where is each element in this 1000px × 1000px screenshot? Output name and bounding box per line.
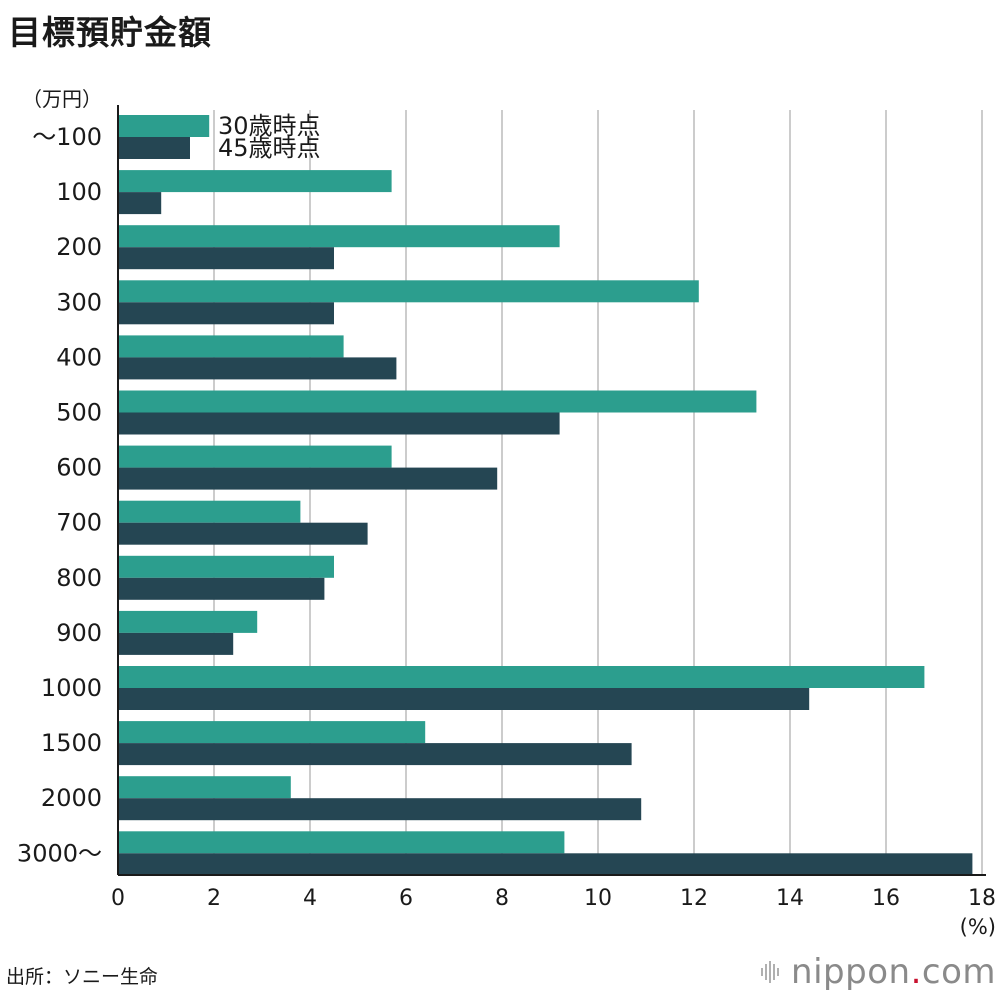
nippon-logo: nippon. com	[761, 952, 996, 992]
brand-name: nippon	[791, 952, 911, 992]
y-unit-label: （万円）	[22, 87, 102, 111]
bar	[118, 445, 392, 468]
bar	[118, 721, 426, 744]
bar	[118, 467, 498, 490]
bar	[118, 170, 392, 193]
bar	[118, 247, 334, 270]
bar	[118, 522, 368, 545]
category-label: 700	[56, 509, 102, 537]
x-unit-label: (%)	[960, 915, 996, 939]
category-label: 1000	[41, 674, 102, 702]
category-label: 2000	[41, 784, 102, 812]
bar	[118, 776, 291, 799]
category-label: 100	[56, 178, 102, 206]
legend-label: 30歳時点	[218, 112, 321, 140]
bar	[118, 115, 210, 137]
bar	[118, 853, 973, 876]
x-tick-label: 12	[680, 886, 708, 911]
bar	[118, 137, 190, 159]
chart-title: 目標預貯金額	[8, 13, 212, 52]
bar	[118, 688, 810, 710]
x-tick-label: 14	[776, 886, 804, 911]
bar	[118, 280, 699, 303]
bar	[118, 335, 344, 358]
brand-dot: .	[910, 952, 922, 992]
x-tick-label: 18	[968, 886, 996, 911]
x-tick-label: 10	[584, 886, 612, 911]
bar	[118, 225, 560, 248]
x-tick-label: 16	[872, 886, 900, 911]
bar	[118, 357, 397, 380]
bar	[118, 412, 560, 435]
category-label: 3000～	[17, 839, 102, 867]
category-label: 200	[56, 233, 102, 261]
bar	[118, 610, 258, 633]
brand-tld: com	[921, 952, 996, 992]
x-tick-label: 8	[495, 886, 509, 911]
category-label: 900	[56, 619, 102, 647]
bar	[118, 743, 632, 766]
legend-label: 45歳時点	[218, 134, 321, 162]
x-tick-label: 0	[111, 886, 125, 911]
bar	[118, 831, 565, 854]
x-tick-label: 4	[303, 886, 317, 911]
bar	[118, 632, 234, 655]
bar	[118, 302, 334, 325]
category-label: 1500	[41, 729, 102, 757]
bar	[118, 390, 757, 413]
x-tick-label: 6	[399, 886, 413, 911]
bar	[118, 192, 162, 215]
bar	[118, 798, 642, 821]
category-label: 400	[56, 343, 102, 371]
brand-bars-icon	[761, 961, 780, 983]
bar	[118, 577, 325, 600]
source-note: 出所：ソニー生命	[6, 966, 159, 988]
category-label: 800	[56, 564, 102, 592]
bar	[118, 555, 334, 578]
category-label: ～100	[32, 123, 102, 151]
x-tick-label: 2	[207, 886, 221, 911]
bar	[118, 666, 925, 688]
bar	[118, 500, 301, 523]
category-label: 600	[56, 454, 102, 482]
category-label: 300	[56, 288, 102, 316]
category-label: 500	[56, 399, 102, 427]
